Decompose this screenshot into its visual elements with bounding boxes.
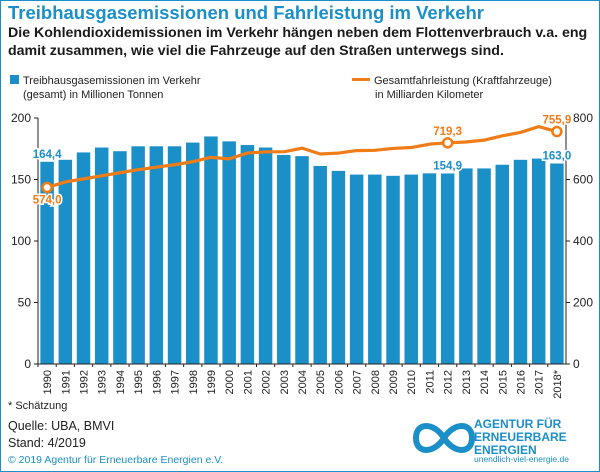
bar-1992 — [76, 152, 91, 364]
legend-mileage-line2: in Milliarden Kilometer — [375, 89, 484, 101]
x-tick-label-2001: 2001 — [242, 370, 254, 394]
x-tick-label-1990: 1990 — [42, 370, 54, 394]
x-tick-label-2012: 2012 — [443, 370, 455, 394]
bar-2012 — [440, 173, 455, 364]
legend-mileage-line1: Gesamtfahrleistung (Kraftfahrzeuge) — [374, 75, 552, 87]
y-left-tick-label-50: 50 — [18, 296, 32, 310]
line-marker-2012 — [441, 137, 454, 149]
y-right-tick-label-400: 400 — [573, 234, 593, 248]
bar-2009 — [386, 175, 400, 364]
x-tick-label-2003: 2003 — [279, 370, 291, 394]
bar-2010 — [404, 174, 418, 364]
bar-2000 — [222, 141, 236, 364]
x-tick-label-1998: 1998 — [188, 370, 200, 394]
x-tick-label-2005: 2005 — [315, 370, 327, 394]
source: Quelle: UBA, BMVI — [8, 419, 115, 433]
bar-2004 — [295, 156, 309, 364]
logo-line-2: ERNEUERBARE — [474, 430, 567, 444]
x-tick-label-1997: 1997 — [170, 370, 182, 394]
bar-1991 — [58, 159, 73, 364]
x-tick-label-2016: 2016 — [515, 370, 527, 394]
bar-2015 — [495, 164, 510, 364]
x-tick-label-2017: 2017 — [534, 370, 546, 394]
bar-2007 — [349, 174, 364, 364]
x-tick-label-1992: 1992 — [79, 370, 91, 394]
x-tick-label-2009: 2009 — [388, 370, 400, 394]
bar-1994 — [113, 151, 127, 364]
x-tick-label-1996: 1996 — [151, 370, 163, 394]
bar-2008 — [368, 174, 382, 364]
y-left-tick-label-100: 100 — [11, 234, 31, 248]
y-right-tick-label-600: 600 — [573, 173, 593, 187]
bar-1995 — [131, 146, 145, 364]
x-tick-label-2011: 2011 — [424, 370, 436, 394]
legend-mileage: Gesamtfahrleistung (Kraftfahrzeuge) in M… — [352, 74, 552, 102]
bar-2011 — [422, 173, 437, 364]
x-tick-label-2015: 2015 — [497, 370, 509, 394]
legend-emissions: Treibhausgasemissionen im Verkehr (gesam… — [10, 74, 201, 102]
x-tick-label-2002: 2002 — [261, 370, 273, 394]
bar-2017 — [531, 158, 546, 364]
stand-date: Stand: 4/2019 — [8, 436, 86, 450]
y-left-tick-label-150: 150 — [11, 173, 31, 187]
bar-2002 — [258, 147, 273, 364]
x-tick-label-2013: 2013 — [461, 370, 473, 394]
x-tick-label-1993: 1993 — [97, 370, 109, 394]
legend-line-swatch — [352, 78, 370, 81]
y-left-tick-label-0: 0 — [24, 357, 31, 371]
x-tick-label-2010: 2010 — [406, 370, 418, 394]
y-right-tick-label-800: 800 — [573, 111, 593, 125]
line-marker-2018* — [551, 125, 563, 138]
x-tick-label-2008: 2008 — [370, 370, 382, 394]
bar-value-label-1990: 164,4 — [33, 149, 62, 161]
x-tick-label-1994: 1994 — [115, 370, 127, 394]
x-tick-label-1995: 1995 — [133, 370, 145, 394]
bar-1997 — [167, 146, 182, 364]
bar-2006 — [331, 170, 346, 364]
logo-wordmark: AGENTUR FÜR ERNEUERBARE ENERGIEN — [474, 418, 567, 457]
x-tick-label-2007: 2007 — [352, 370, 364, 394]
x-tick-label-2018*: 2018* — [552, 369, 564, 398]
bar-value-label-2012: 154,9 — [433, 160, 462, 172]
bar-1999 — [204, 136, 218, 364]
y-right-tick-label-200: 200 — [573, 296, 593, 310]
line-value-label-2012: 719,3 — [433, 126, 462, 138]
chart-title: Treibhausgasemissionen und Fahrleistung … — [8, 2, 484, 23]
bar-2005 — [313, 165, 327, 364]
bar-2013 — [459, 168, 473, 364]
x-tick-label-1999: 1999 — [206, 370, 218, 394]
x-tick-label-2006: 2006 — [333, 370, 345, 394]
bar-2001 — [240, 145, 255, 364]
legend-bar-swatch — [10, 75, 19, 84]
x-tick-label-2004: 2004 — [297, 370, 309, 394]
footnote: * Schätzung — [8, 400, 68, 412]
chart-subtitle: Die Kohlendioxidemissionen im Verkehr hä… — [8, 25, 588, 59]
y-left-tick-label-200: 200 — [11, 111, 31, 125]
legend-emissions-line2: (gesamt) in Millionen Tonnen — [23, 89, 164, 101]
legend-emissions-line1: Treibhausgasemissionen im Verkehr — [23, 75, 201, 87]
logo-line-1: AGENTUR FÜR — [474, 417, 562, 431]
line-marker-1990 — [41, 181, 53, 194]
logo-url: unendlich-viel-energie.de — [474, 454, 569, 464]
bar-2018* — [550, 163, 564, 364]
line-value-label-1990: 574,0 — [33, 194, 62, 206]
bar-1998 — [186, 142, 200, 364]
bar-2016 — [513, 159, 528, 364]
x-tick-label-2000: 2000 — [224, 370, 236, 394]
y-right-tick-label-0: 0 — [573, 357, 580, 371]
bar-1996 — [149, 146, 164, 364]
copyright: © 2019 Agentur für Erneuerbare Energien … — [8, 454, 224, 466]
bar-value-label-2018*: 163,0 — [543, 151, 572, 163]
bar-2003 — [277, 154, 291, 364]
line-value-label-2018*: 755,9 — [543, 115, 572, 127]
logo-line-3: ENERGIEN — [474, 443, 537, 457]
x-tick-label-2014: 2014 — [479, 370, 491, 394]
bar-1990 — [40, 161, 54, 364]
line-series-mileage — [46, 125, 558, 190]
bar-1993 — [94, 147, 109, 364]
bar-2014 — [477, 168, 491, 364]
infinity-logo-icon — [412, 423, 476, 453]
x-tick-label-1991: 1991 — [60, 370, 72, 394]
